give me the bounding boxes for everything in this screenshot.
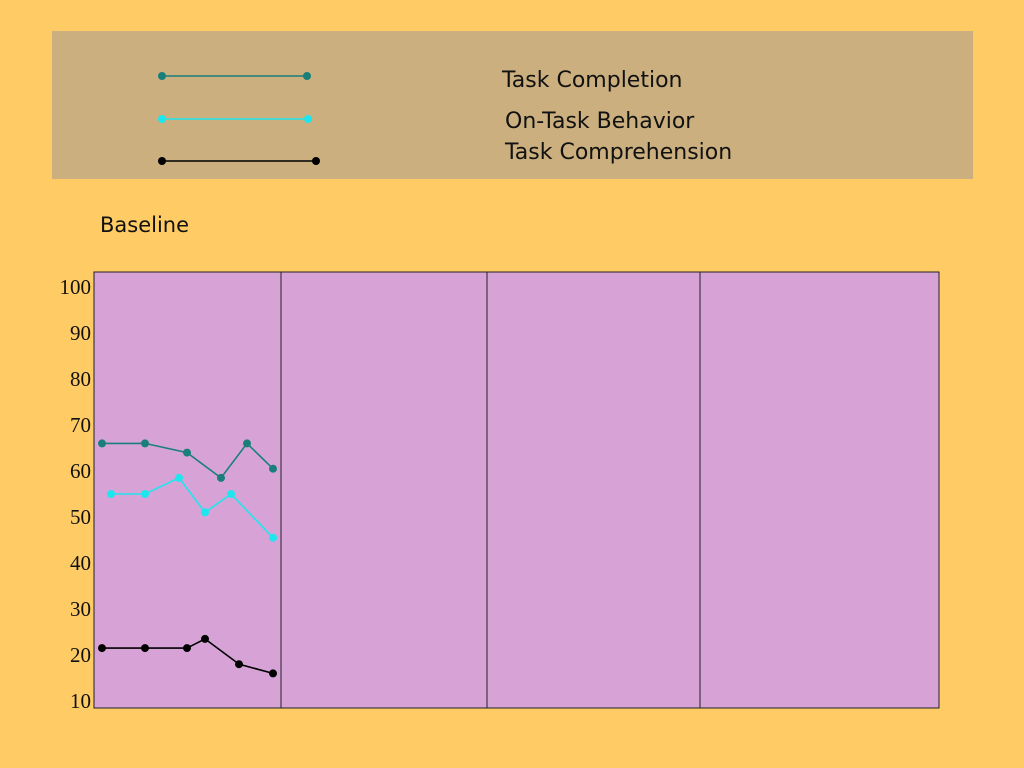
data-point-task-comprehension-1	[98, 644, 106, 653]
data-point-task-completion-5	[243, 439, 251, 448]
legend-dot-start-on-task-behavior	[158, 115, 166, 123]
data-point-task-completion-2	[141, 439, 149, 448]
data-point-task-comprehension-3	[183, 644, 191, 653]
series-line-on-task-behavior	[111, 476, 274, 539]
plot-background	[93, 271, 940, 709]
legend-marker-task-completion	[158, 72, 311, 80]
y-axis-ticks: 100 90 80 70 60 50 40 30 20 10	[60, 275, 92, 713]
legend-markers	[158, 72, 320, 165]
y-tick-label-40: 40	[70, 551, 91, 575]
data-point-task-completion-4	[217, 473, 225, 482]
y-tick-label-10: 10	[70, 689, 91, 713]
legend-dot-end-on-task-behavior	[304, 115, 312, 123]
legend-dot-end-task-comprehension	[312, 157, 320, 165]
series-task-completion	[98, 439, 277, 482]
data-point-on-task-behavior-3	[175, 473, 183, 482]
y-tick-label-20: 20	[70, 643, 91, 667]
legend-label-task-completion: Task Completion	[502, 68, 683, 93]
legend-dot-start-task-completion	[158, 72, 166, 80]
series-line-task-comprehension	[102, 637, 274, 675]
y-tick-label-100: 100	[60, 275, 92, 299]
legend	[52, 31, 973, 179]
data-point-task-comprehension-4	[201, 634, 209, 643]
data-point-task-comprehension-5	[235, 660, 243, 669]
data-point-task-completion-6	[269, 464, 277, 473]
phase-label-baseline: Baseline	[100, 213, 190, 237]
series-layer	[98, 439, 277, 678]
legend-dot-start-task-comprehension	[158, 157, 166, 165]
legend-marker-task-comprehension	[158, 157, 320, 165]
data-point-on-task-behavior-1	[107, 490, 115, 498]
y-tick-label-90: 90	[70, 321, 91, 345]
phase-dividers	[280, 272, 701, 708]
data-point-task-comprehension-2	[141, 644, 149, 653]
y-tick-label-70: 70	[70, 413, 91, 437]
y-tick-label-30: 30	[70, 597, 91, 621]
data-point-on-task-behavior-2	[141, 490, 149, 498]
plot-area	[93, 271, 940, 709]
series-line-task-completion	[102, 442, 274, 480]
data-point-task-completion-3	[183, 448, 191, 457]
legend-marker-on-task-behavior	[158, 115, 312, 123]
legend-label-task-comprehension: Task Comprehension	[505, 140, 733, 165]
series-on-task-behavior	[107, 473, 277, 542]
data-point-on-task-behavior-6	[269, 533, 277, 542]
y-tick-label-60: 60	[70, 459, 91, 483]
data-point-on-task-behavior-5	[227, 490, 235, 498]
legend-dot-end-task-completion	[303, 72, 311, 80]
data-point-task-comprehension-6	[269, 669, 277, 678]
data-point-task-completion-1	[98, 439, 106, 448]
legend-label-on-task-behavior: On-Task Behavior	[505, 109, 695, 134]
series-task-comprehension	[98, 634, 277, 678]
data-point-on-task-behavior-4	[201, 508, 209, 517]
y-tick-label-50: 50	[70, 505, 91, 529]
y-tick-label-80: 80	[70, 367, 91, 391]
